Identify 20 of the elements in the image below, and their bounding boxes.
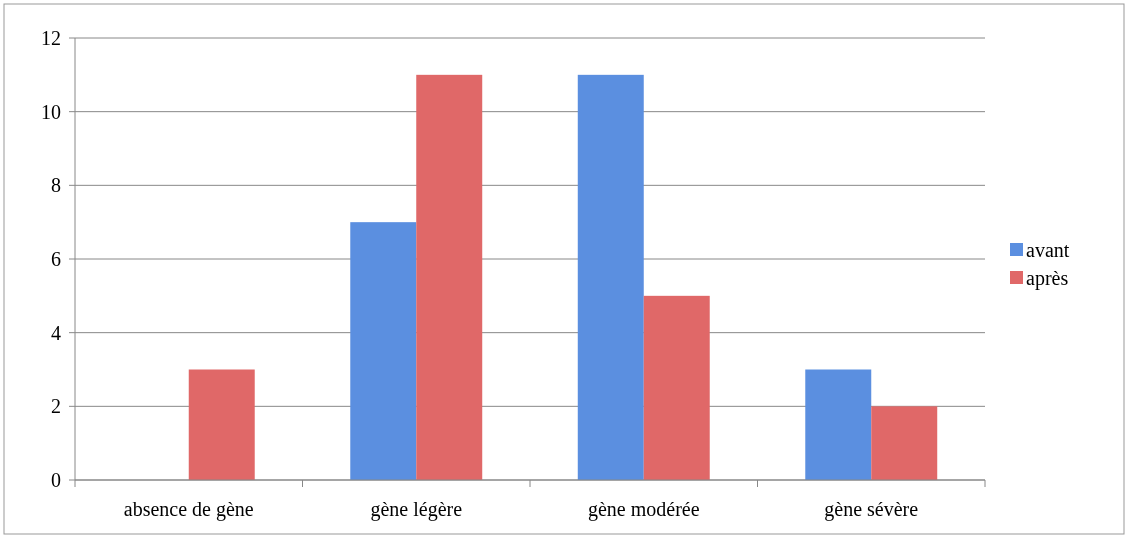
bar	[643, 295, 710, 480]
y-tick-label: 10	[41, 100, 61, 123]
bar	[577, 74, 644, 480]
x-tick-label: gène sévère	[824, 498, 919, 521]
x-tick-label: gène légère	[370, 498, 463, 521]
bar	[188, 369, 255, 480]
y-tick-label: 6	[51, 248, 61, 270]
legend-label: après	[1026, 267, 1069, 290]
x-tick-label: absence de gène	[123, 498, 254, 521]
x-tick-label: gène modérée	[587, 498, 700, 521]
y-tick-label: 12	[41, 27, 61, 49]
y-tick-label: 2	[51, 395, 61, 418]
y-tick-label: 0	[51, 469, 61, 491]
legend-label: avant	[1026, 239, 1070, 261]
bar	[416, 74, 483, 480]
y-tick-label: 4	[51, 321, 61, 344]
bar	[871, 406, 938, 480]
bar	[805, 369, 872, 480]
y-tick-label: 8	[51, 174, 61, 197]
bar	[350, 222, 417, 480]
